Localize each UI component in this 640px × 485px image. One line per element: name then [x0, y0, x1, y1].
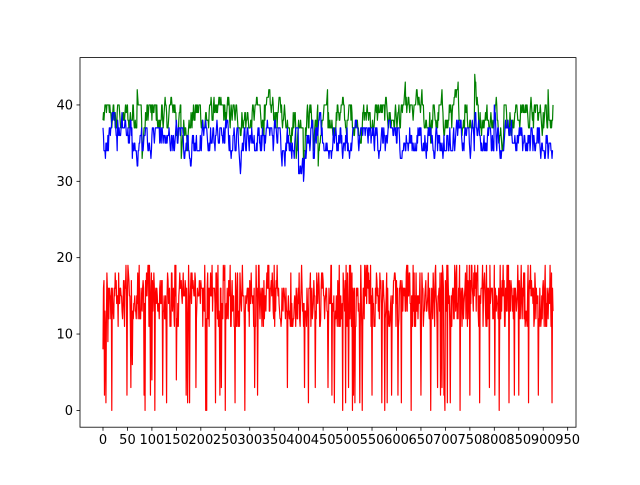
x-axis: 0 50 100 150 200 250 300 350 400 450 500 550 600 650 7…	[99, 427, 580, 448]
x-tick-label-100: 100	[139, 433, 164, 448]
plot-frame	[79, 57, 577, 428]
series-line-blue	[102, 104, 554, 182]
x-tick-label-0: 0	[99, 433, 107, 448]
series-line-red	[102, 264, 554, 411]
x-tick-label-650: 650	[409, 433, 434, 448]
y-tick-label-40: 40	[56, 98, 73, 113]
y-tick-label-10: 10	[56, 328, 73, 343]
x-tick-label-300: 300	[237, 433, 262, 448]
x-tick-label-50: 50	[119, 433, 136, 448]
x-tick-label-350: 350	[262, 433, 287, 448]
x-tick-label-250: 250	[213, 433, 238, 448]
x-tick-label-550: 550	[360, 433, 385, 448]
x-tick-label-900: 900	[531, 433, 556, 448]
x-tick-label-700: 700	[433, 433, 458, 448]
x-tick-label-500: 500	[335, 433, 360, 448]
x-tick-label-850: 850	[506, 433, 531, 448]
x-tick-label-150: 150	[164, 433, 189, 448]
y-axis: 0 10 20 30 40	[56, 98, 80, 419]
series-layer	[102, 73, 554, 411]
x-tick-label-600: 600	[384, 433, 409, 448]
y-tick-label-0: 0	[65, 404, 73, 419]
x-tick-label-450: 450	[311, 433, 336, 448]
x-tick-label-950: 950	[555, 433, 580, 448]
x-tick-label-400: 400	[286, 433, 311, 448]
x-tick-label-800: 800	[482, 433, 507, 448]
y-tick-label-20: 20	[56, 251, 73, 266]
x-tick-label-200: 200	[188, 433, 213, 448]
x-tick-label-750: 750	[457, 433, 482, 448]
y-tick-label-30: 30	[56, 175, 73, 190]
